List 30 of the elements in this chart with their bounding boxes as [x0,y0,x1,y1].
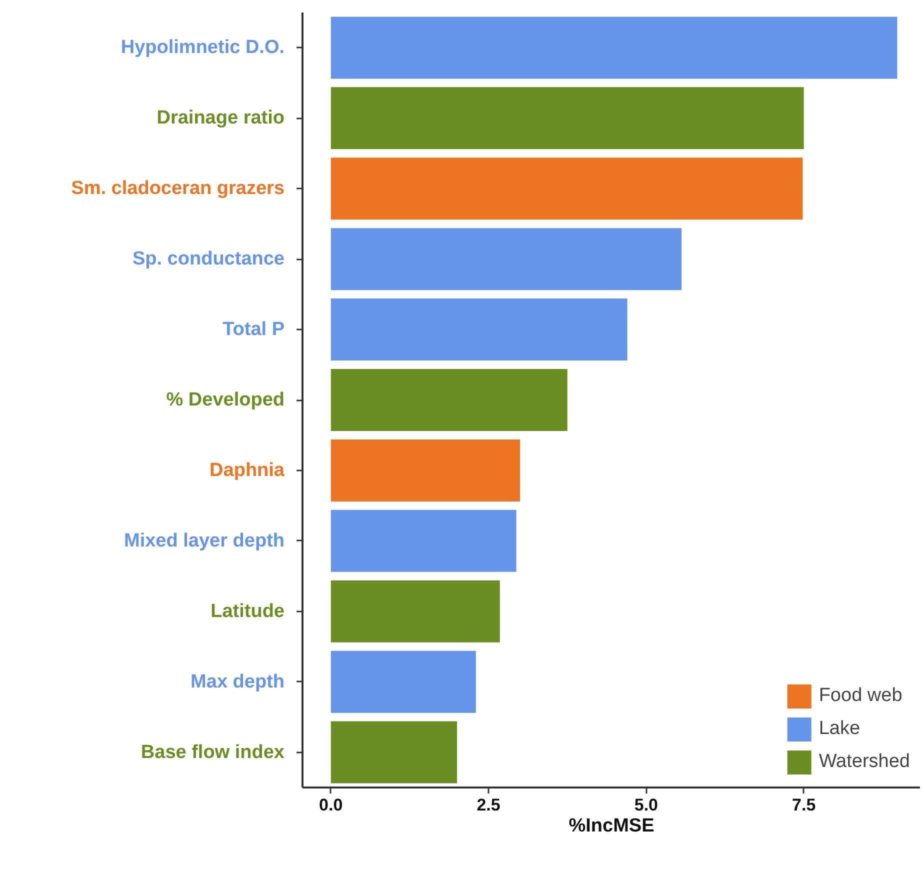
bar [330,228,682,290]
x-tick-label: 5.0 [634,796,658,814]
x-tick-label: 7.5 [792,796,816,814]
bar [330,298,628,361]
y-tick-label: Sp. conductance [132,248,285,270]
y-tick-label: Base flow index [140,742,285,763]
bar [330,87,804,150]
y-tick-label: Sm. cladoceran grazers [71,178,285,200]
y-tick-label: Mixed layer depth [124,530,285,552]
y-tick-label: Hypolimnetic D.O. [120,37,285,58]
bar [330,16,898,79]
x-tick-label: 2.5 [476,796,500,814]
x-axis-title: %IncMSE [568,816,654,836]
y-tick-label: % Developed [166,390,285,410]
bar [330,650,476,713]
y-tick-label: Drainage ratio [156,108,285,129]
bar [330,369,568,431]
bar [330,721,457,784]
bar [330,439,520,502]
y-tick-label: Latitude [210,600,285,622]
y-tick-label: Total P [222,319,285,340]
legend-label: Food web [818,684,902,708]
bar [330,510,516,572]
bar [330,158,803,220]
y-tick-label: Max depth [190,671,284,692]
bar [330,580,500,642]
legend-label: Lake [818,717,860,741]
x-tick-label: 0.0 [319,796,343,814]
legend-label: Watershed [818,750,910,774]
y-tick-label: Daphnia [210,460,285,481]
